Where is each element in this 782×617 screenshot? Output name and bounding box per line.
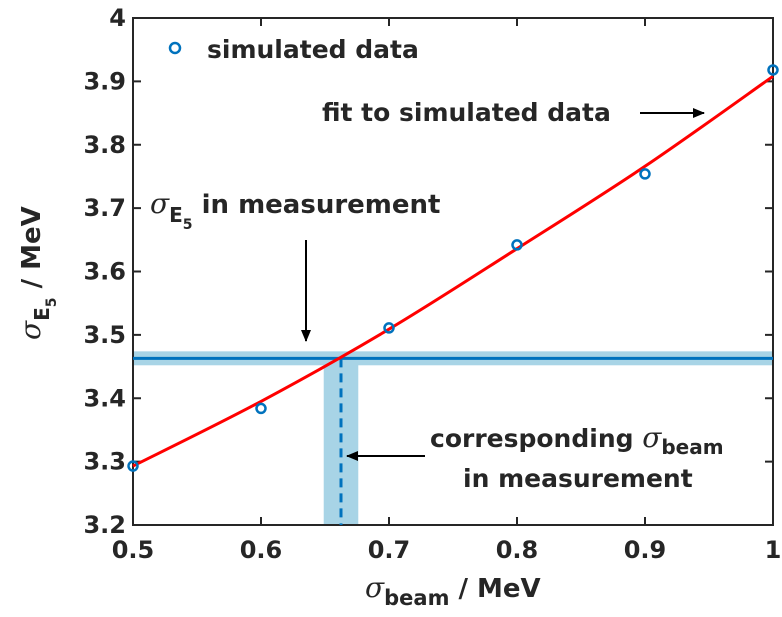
y-tick-label: 3.3 xyxy=(83,448,126,476)
legend: simulated data xyxy=(168,35,419,64)
x-axis-label: σbeam / MeV xyxy=(365,571,541,610)
x-tick-labels: 0.5 0.6 0.7 0.8 0.9 1 xyxy=(112,536,782,564)
corresponding-annotation-line2: in measurement xyxy=(463,464,693,493)
data-point xyxy=(383,322,395,334)
axis-ticks xyxy=(132,17,774,526)
y-tick-label: 3.4 xyxy=(83,384,126,412)
y-tick-label: 3.6 xyxy=(83,258,126,286)
data-point xyxy=(639,168,651,180)
data-point xyxy=(767,64,779,76)
x-tick-label: 1 xyxy=(765,536,782,564)
data-point xyxy=(255,402,267,415)
x-tick-label: 0.5 xyxy=(112,536,155,564)
fit-curve xyxy=(132,75,774,468)
fit-annotation: fit to simulated data xyxy=(322,98,611,127)
y-tick-label: 3.9 xyxy=(83,67,126,95)
y-axis-label: σE5 / MeV xyxy=(14,206,60,340)
x-tick-label: 0.8 xyxy=(496,536,539,564)
measured-sigma-annotation: σE5 in measurement xyxy=(150,187,440,233)
x-tick-label: 0.7 xyxy=(368,536,411,564)
y-tick-label: 3.7 xyxy=(83,194,126,222)
y-tick-label: 3.5 xyxy=(83,321,126,349)
y-tick-label: 3.2 xyxy=(83,511,126,539)
x-tick-label: 0.9 xyxy=(624,536,667,564)
y-tick-label: 4 xyxy=(109,4,126,32)
data-point xyxy=(127,460,139,472)
y-tick-label: 3.8 xyxy=(83,131,126,159)
corresponding-annotation: corresponding σbeam xyxy=(430,421,724,459)
simulated-data-markers xyxy=(127,64,779,472)
legend-marker xyxy=(168,41,182,55)
data-point xyxy=(511,239,523,251)
y-tick-labels: 3.2 3.3 3.4 3.5 3.6 3.7 3.8 3.9 4 xyxy=(83,4,126,539)
legend-label: simulated data xyxy=(207,35,419,64)
x-tick-label: 0.6 xyxy=(240,536,283,564)
